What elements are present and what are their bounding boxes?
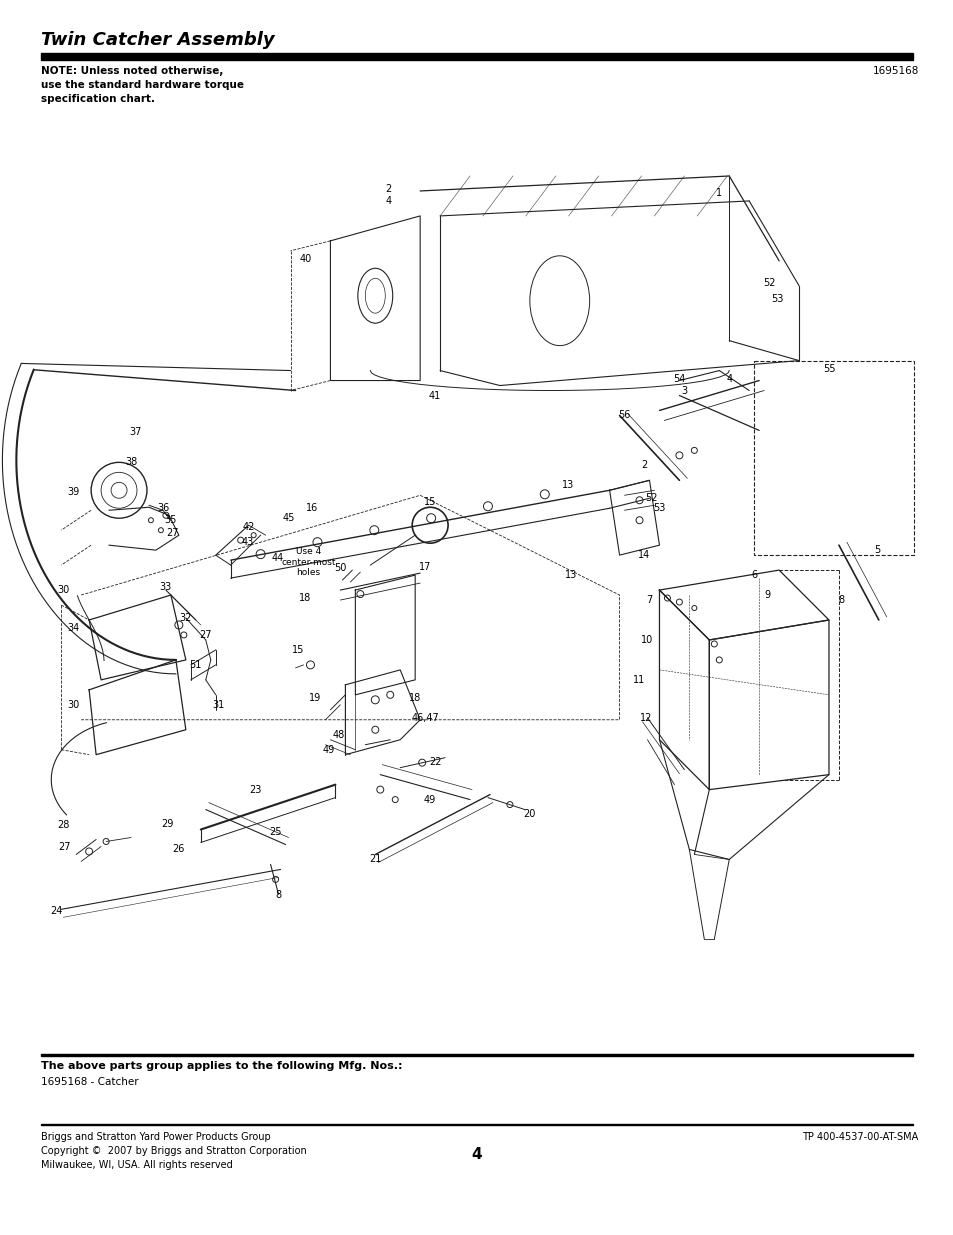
Text: 52: 52 [644,493,657,504]
Text: 3: 3 [680,385,687,395]
Text: 13: 13 [564,571,577,580]
Text: 18: 18 [299,593,312,603]
Text: 39: 39 [67,488,79,498]
Text: 27: 27 [199,630,212,640]
Text: 34: 34 [67,622,79,634]
Text: 19: 19 [309,693,321,703]
Text: 6: 6 [750,571,757,580]
Text: TP 400-4537-00-AT-SMA: TP 400-4537-00-AT-SMA [801,1131,918,1142]
Text: 4: 4 [385,196,391,206]
Text: 53: 53 [653,503,665,514]
Text: 16: 16 [306,503,318,514]
Text: 12: 12 [639,713,652,722]
Text: 1695168: 1695168 [871,67,918,77]
Text: 8: 8 [275,890,281,900]
Text: Twin Catcher Assembly: Twin Catcher Assembly [41,31,274,49]
Text: 25: 25 [269,826,281,836]
Text: 54: 54 [673,373,685,384]
Text: 24: 24 [50,906,62,916]
Text: 44: 44 [272,553,283,563]
Text: 49: 49 [322,745,335,755]
Text: 27: 27 [58,842,71,852]
Text: 2: 2 [385,184,391,194]
Text: 15: 15 [292,645,304,655]
Text: 53: 53 [770,294,782,304]
Text: 4: 4 [471,1147,482,1162]
Text: 7: 7 [646,595,652,605]
Text: 26: 26 [172,845,185,855]
Text: 36: 36 [157,503,170,514]
Text: 41: 41 [429,390,441,400]
Bar [754,361,913,556]
Text: 11: 11 [633,674,645,685]
Text: NOTE: Unless noted otherwise,
use the standard hardware torque
specification cha: NOTE: Unless noted otherwise, use the st… [41,67,244,104]
Text: 13: 13 [561,480,574,490]
Bar [41,53,912,61]
Text: 50: 50 [334,563,346,573]
Text: 40: 40 [299,254,312,264]
Text: 15: 15 [423,498,436,508]
Text: 5: 5 [873,545,879,556]
Text: 14: 14 [638,550,650,561]
Text: 18: 18 [409,693,421,703]
Text: 35: 35 [165,515,177,525]
Text: 32: 32 [179,613,192,622]
Text: 51: 51 [190,659,202,669]
Text: 38: 38 [125,457,137,467]
Text: 46,47: 46,47 [411,713,438,722]
Text: 8: 8 [838,595,844,605]
Text: 21: 21 [369,855,381,864]
Text: 1: 1 [716,188,721,198]
Text: 33: 33 [159,582,172,592]
Text: 1695168 - Catcher: 1695168 - Catcher [41,1077,139,1087]
Text: 43: 43 [241,537,253,547]
Text: Briggs and Stratton Yard Power Products Group
Copyright ©  2007 by Briggs and St: Briggs and Stratton Yard Power Products … [41,1131,307,1170]
Text: 29: 29 [162,819,173,829]
Text: The above parts group applies to the following Mfg. Nos.:: The above parts group applies to the fol… [41,1061,402,1071]
Text: 31: 31 [213,700,225,710]
Text: 27: 27 [167,529,179,538]
Text: 30: 30 [67,700,79,710]
Text: 55: 55 [821,363,834,373]
Text: 9: 9 [763,590,769,600]
Text: 4: 4 [725,373,732,384]
Text: 48: 48 [332,730,344,740]
Text: 49: 49 [423,794,436,804]
Text: Use 4
center-most
holes: Use 4 center-most holes [281,547,335,577]
Text: 56: 56 [618,410,630,420]
Text: 30: 30 [57,585,70,595]
Text: 20: 20 [523,809,536,819]
Text: 2: 2 [640,461,647,471]
Text: 45: 45 [282,514,294,524]
Bar [41,1053,912,1056]
Text: 10: 10 [640,635,653,645]
Text: 23: 23 [249,784,261,794]
Text: 22: 22 [429,757,441,767]
Text: 28: 28 [57,820,70,830]
Text: 42: 42 [242,522,254,532]
Text: 52: 52 [762,278,775,288]
Text: 37: 37 [130,427,142,437]
Text: 17: 17 [418,562,431,572]
